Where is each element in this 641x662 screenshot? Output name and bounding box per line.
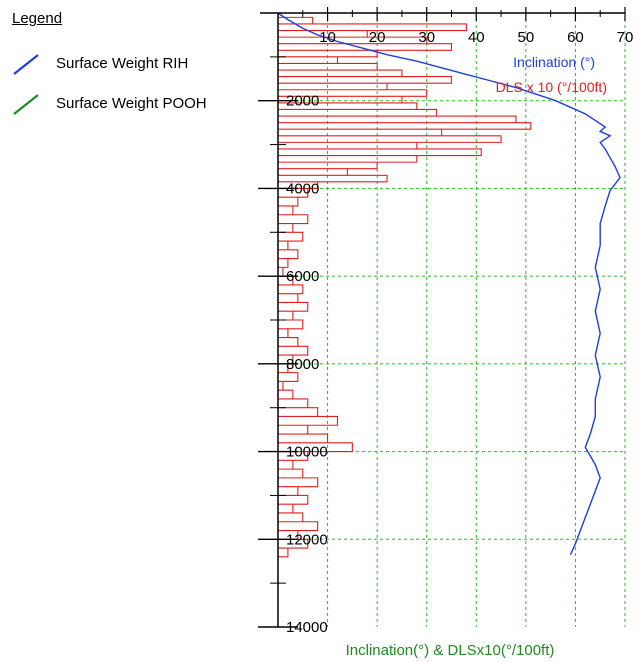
legend-item-rih: Surface Weight RIH (12, 52, 272, 76)
legend-item-pooh: Surface Weight POOH (12, 92, 272, 116)
legend-label-pooh: Surface Weight POOH (56, 95, 207, 112)
x-tick-label: 20 (369, 29, 386, 46)
legend-title: Legend (12, 10, 63, 27)
y-tick-label: 12000 (286, 531, 328, 548)
x-axis-label: Inclination(°) & DLSx10(°/100ft) (346, 642, 555, 659)
series-layer (277, 12, 621, 558)
dls-series-line (277, 13, 532, 558)
x-tick-label: 70 (617, 29, 634, 46)
grid-lines (278, 13, 626, 627)
y-tick-label: 10000 (286, 444, 328, 461)
tick-layer: 10 20 30 40 50 60 70 2000 4000 6000 8000 10000 12000… (258, 7, 633, 636)
annotation-dls: DLS x 10 (°/100ft) (496, 79, 607, 95)
legend: Legend Surface Weight RIH Surface Weight… (0, 0, 270, 120)
y-tick-label: 14000 (286, 619, 328, 636)
x-tick-label: 50 (518, 29, 535, 46)
y-tick-label: 8000 (286, 356, 319, 373)
x-tick-label: 60 (567, 29, 584, 46)
legend-line-rih-icon (13, 54, 39, 75)
legend-label-rih: Surface Weight RIH (56, 55, 189, 72)
annotation-inclination: Inclination (°) (513, 54, 595, 70)
y-tick-label: 4000 (286, 180, 319, 197)
y-tick-label: 2000 (286, 93, 319, 110)
y-tick-label: 6000 (286, 268, 319, 285)
x-tick-label: 30 (418, 29, 435, 46)
inclination-series-line (277, 12, 621, 555)
x-tick-label: 40 (468, 29, 485, 46)
legend-line-pooh-icon (13, 94, 39, 115)
x-tick-label: 10 (319, 29, 336, 46)
